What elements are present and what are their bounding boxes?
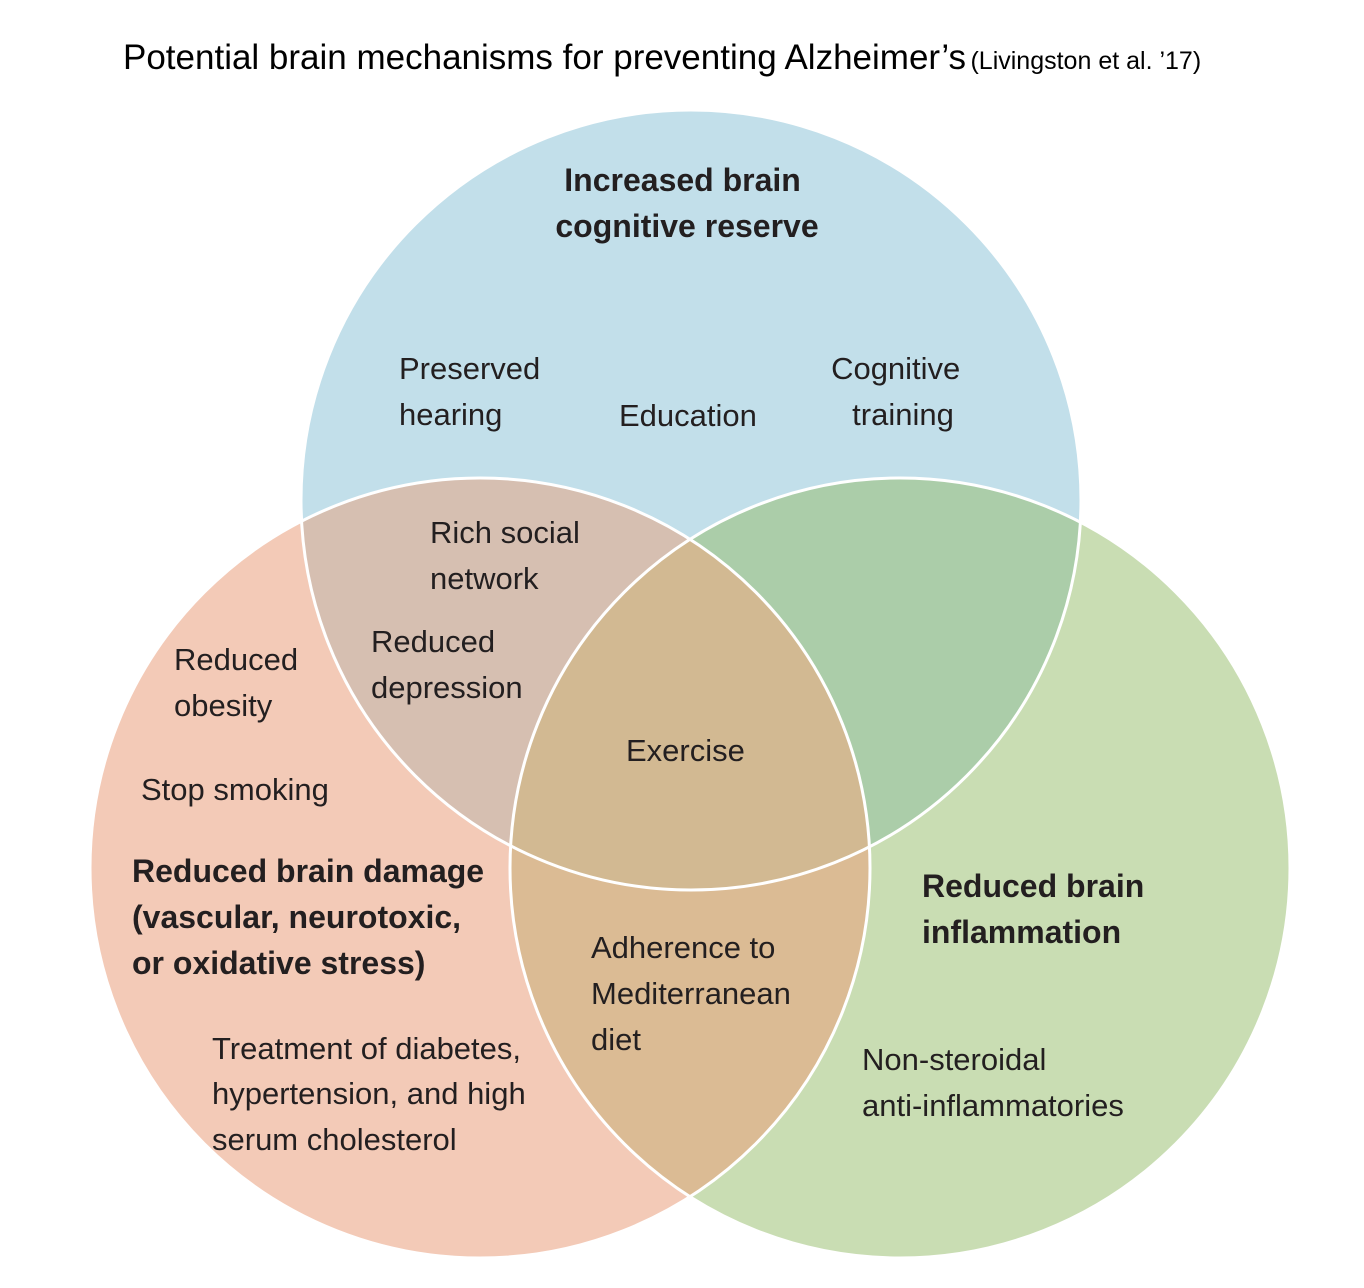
reduced-obesity-label: Reduced obesity xyxy=(174,642,307,723)
label-line: diet xyxy=(591,1022,641,1057)
heading-line: Increased brain xyxy=(564,162,801,198)
education-label: Education xyxy=(619,398,757,433)
outline-right xyxy=(508,476,1292,1260)
label-line: Reduced xyxy=(371,624,495,659)
label-line: Preserved xyxy=(399,351,540,386)
rich-social-network-label: Rich social network xyxy=(430,515,589,596)
heading-line: (vascular, neurotoxic, xyxy=(132,899,461,935)
heading-line: Reduced brain xyxy=(922,868,1144,904)
label-line: Mediterranean xyxy=(591,976,791,1011)
label-line: Cognitive xyxy=(831,351,960,386)
label-line: Treatment of diabetes, xyxy=(212,1031,521,1066)
nsaids-label: Non-steroidal anti-inflammatories xyxy=(862,1042,1124,1123)
label-line: serum cholesterol xyxy=(212,1122,457,1157)
label-line: Reduced xyxy=(174,642,298,677)
label-line: depression xyxy=(371,670,523,705)
stop-smoking-label: Stop smoking xyxy=(141,772,329,807)
heading-line: Reduced brain damage xyxy=(132,853,484,889)
exercise-label: Exercise xyxy=(626,733,745,768)
title-main: Potential brain mechanisms for preventin… xyxy=(123,38,967,77)
label-line: Stop smoking xyxy=(141,772,329,807)
label-line: hearing xyxy=(399,397,502,432)
heading-line: or oxidative stress) xyxy=(132,945,425,981)
outline-top xyxy=(299,108,1083,892)
label-line: Education xyxy=(619,398,757,433)
page-title: Potential brain mechanisms for preventin… xyxy=(123,38,1201,78)
reduced-depression-label: Reduced depression xyxy=(371,624,523,705)
label-line: anti-inflammatories xyxy=(862,1088,1124,1123)
heading-line: inflammation xyxy=(922,914,1121,950)
label-line: Adherence to xyxy=(591,930,775,965)
label-line: training xyxy=(852,397,954,432)
label-line: obesity xyxy=(174,688,273,723)
cognitive-training-label: Cognitive training xyxy=(831,351,969,432)
label-line: network xyxy=(430,561,539,596)
title-citation: (Livingston et al. ’17) xyxy=(970,47,1202,75)
outline-left xyxy=(88,476,872,1260)
cognitive-reserve-heading: Increased brain cognitive reserve xyxy=(555,162,818,244)
mediterranean-diet-label: Adherence to Mediterranean diet xyxy=(591,930,800,1057)
heading-line: cognitive reserve xyxy=(555,208,818,244)
brain-damage-heading: Reduced brain damage (vascular, neurotox… xyxy=(132,853,493,981)
label-line: Exercise xyxy=(626,733,745,768)
preserved-hearing-label: Preserved hearing xyxy=(399,351,549,432)
treatment-label: Treatment of diabetes, hypertension, and… xyxy=(212,1031,534,1157)
label-line: hypertension, and high xyxy=(212,1076,526,1111)
label-line: Non-steroidal xyxy=(862,1042,1046,1077)
inflammation-heading: Reduced brain inflammation xyxy=(922,868,1153,950)
label-line: Rich social xyxy=(430,515,580,550)
overlap-center xyxy=(510,478,870,890)
